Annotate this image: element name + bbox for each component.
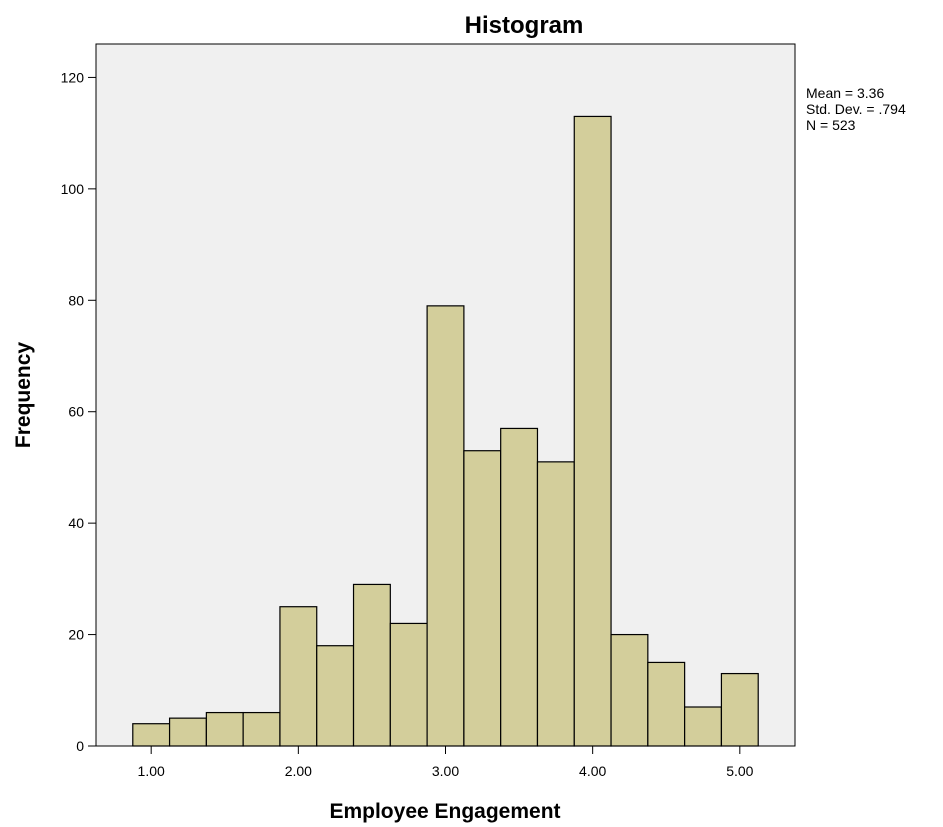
y-tick-label: 0 xyxy=(76,738,84,754)
histogram-bar xyxy=(168,717,207,747)
y-tick-label: 60 xyxy=(68,404,84,420)
stats-box: Mean = 3.36 Std. Dev. = .794 N = 523 xyxy=(806,85,906,133)
bars-group xyxy=(132,115,759,747)
histogram-bar xyxy=(684,706,723,747)
x-tick-label: 1.00 xyxy=(138,763,165,779)
histogram-bar xyxy=(389,622,428,747)
histogram-bar xyxy=(242,711,281,747)
stats-mean: Mean = 3.36 xyxy=(806,85,884,101)
histogram-bar xyxy=(500,427,539,747)
x-axis-title: Employee Engagement xyxy=(329,800,560,823)
x-tick-label: 3.00 xyxy=(432,763,459,779)
x-tick-label: 5.00 xyxy=(726,763,753,779)
y-tick-label: 100 xyxy=(61,181,85,197)
x-axis: 1.00 2.00 3.00 4.00 5.00 xyxy=(138,746,754,779)
histogram-bar xyxy=(426,305,465,747)
y-tick-label: 20 xyxy=(68,627,84,643)
y-tick-label: 80 xyxy=(68,292,84,308)
histogram-bar xyxy=(205,711,244,747)
histogram-bar xyxy=(463,450,502,747)
histogram-bar xyxy=(316,645,355,747)
histogram-bar xyxy=(132,723,171,747)
histogram-bar xyxy=(536,461,575,747)
y-tick-label: 40 xyxy=(68,515,84,531)
x-tick-label: 4.00 xyxy=(579,763,606,779)
y-axis: 0 20 40 60 80 100 120 xyxy=(61,69,96,754)
stats-std-dev: Std. Dev. = .794 xyxy=(806,101,906,117)
histogram-bar xyxy=(279,606,318,747)
chart-title: Histogram xyxy=(465,12,584,39)
histogram-bar xyxy=(352,583,391,747)
y-tick-label: 120 xyxy=(61,69,85,85)
histogram-bar xyxy=(610,633,649,747)
y-axis-title: Frequency xyxy=(12,342,35,449)
histogram-bar xyxy=(720,672,759,747)
stats-n: N = 523 xyxy=(806,117,856,133)
histogram-bar xyxy=(647,661,686,747)
x-tick-label: 2.00 xyxy=(285,763,312,779)
histogram-bar xyxy=(573,115,612,747)
